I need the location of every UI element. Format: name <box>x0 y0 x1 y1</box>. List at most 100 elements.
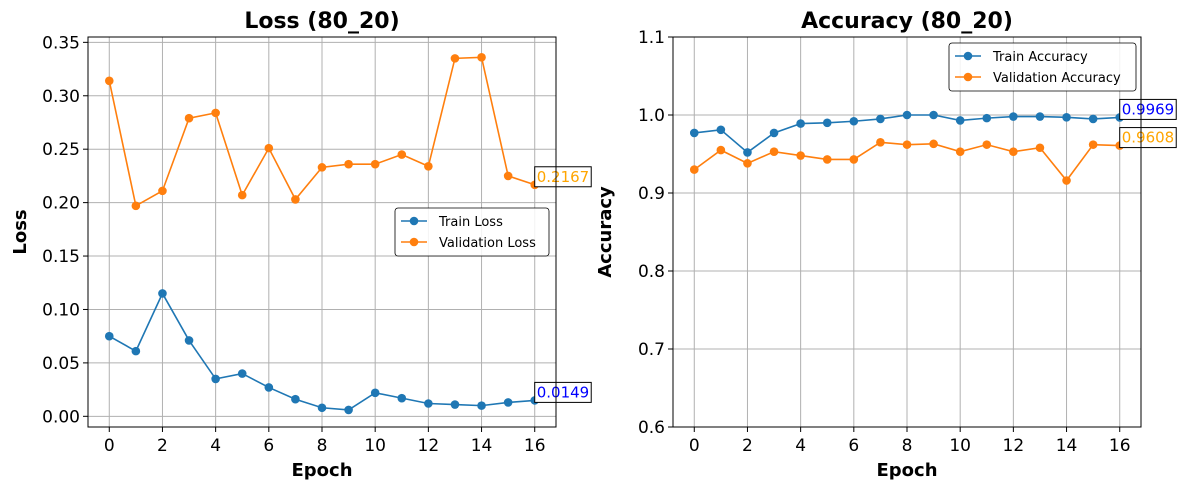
data-point <box>822 155 832 164</box>
y-tick-label: 1.1 <box>638 28 665 48</box>
data-point <box>929 139 938 149</box>
chart-title: Accuracy (80_20) <box>801 9 1013 34</box>
x-tick-label: 6 <box>848 436 859 456</box>
data-point <box>450 54 460 63</box>
y-tick-label: 0.7 <box>638 340 665 360</box>
data-point <box>796 151 805 160</box>
legend-swatch-marker <box>409 237 419 247</box>
y-tick-label: 0.25 <box>42 140 80 160</box>
x-tick-label: 0 <box>104 436 115 456</box>
data-point <box>158 186 167 196</box>
data-point <box>1062 176 1071 185</box>
data-point <box>982 140 992 149</box>
data-point <box>769 147 779 156</box>
data-point <box>264 143 274 153</box>
x-tick-label: 4 <box>210 436 221 456</box>
data-point <box>477 53 486 62</box>
y-tick-label: 0.20 <box>42 194 80 214</box>
legend-frame <box>394 207 550 257</box>
legend-label: Train Loss <box>438 215 503 230</box>
data-point <box>291 195 300 204</box>
data-point <box>104 76 114 86</box>
data-point <box>716 125 726 135</box>
x-tick-label: 10 <box>364 436 386 456</box>
x-axis-label: Epoch <box>876 460 937 481</box>
legend-label: Validation Loss <box>439 236 536 251</box>
x-tick-label: 6 <box>263 436 274 456</box>
data-point <box>237 369 247 378</box>
data-point <box>876 114 885 124</box>
data-point <box>397 393 407 403</box>
y-tick-label: 0.35 <box>42 33 80 53</box>
axes-frame <box>87 36 557 428</box>
data-point <box>1088 114 1098 124</box>
data-point <box>344 159 353 169</box>
x-tick-label: 8 <box>902 436 913 456</box>
data-point <box>1062 113 1071 122</box>
y-tick-label: 0.15 <box>42 247 80 267</box>
annotation-box <box>1119 127 1177 149</box>
data-point <box>291 394 300 404</box>
data-point <box>769 128 779 138</box>
data-point <box>211 108 220 118</box>
data-point <box>955 116 965 125</box>
legend-frame <box>948 42 1137 92</box>
data-point <box>237 190 247 200</box>
y-tick-label: 0.00 <box>42 407 80 427</box>
legend: Train Accuracy Validation Accuracy <box>948 42 1137 92</box>
data-point <box>1009 147 1018 156</box>
data-point <box>131 346 141 356</box>
value-annotation: 0.9969 <box>1119 98 1177 120</box>
data-point <box>131 201 141 211</box>
data-point <box>1009 112 1018 121</box>
data-point <box>397 150 407 159</box>
data-point <box>849 116 859 126</box>
data-point <box>689 128 699 138</box>
y-axis-label: Loss <box>10 209 31 254</box>
data-point <box>424 399 433 408</box>
legend-swatch-marker <box>409 216 419 226</box>
data-point <box>849 155 859 164</box>
data-point <box>503 171 513 181</box>
data-point <box>158 289 167 298</box>
annotation-text: 0.2167 <box>537 168 590 186</box>
data-point <box>184 336 194 345</box>
data-point <box>104 331 114 341</box>
x-tick-label: 8 <box>317 436 328 456</box>
data-point <box>929 110 938 120</box>
data-point <box>955 147 965 156</box>
data-point <box>822 118 832 128</box>
x-tick-label: 14 <box>471 436 493 456</box>
data-point <box>716 145 726 155</box>
value-annotation: 0.9608 <box>1119 127 1177 149</box>
x-tick-label: 0 <box>689 436 700 456</box>
legend: Train Loss Validation Loss <box>394 207 550 257</box>
data-point <box>902 140 912 149</box>
data-point <box>503 398 513 407</box>
value-annotation: 0.2167 <box>534 166 592 188</box>
y-tick-label: 0.10 <box>42 300 80 320</box>
data-point <box>1035 112 1045 121</box>
legend-label: Train Accuracy <box>992 50 1088 65</box>
x-tick-label: 16 <box>1109 436 1131 456</box>
y-tick-label: 0.9 <box>638 184 665 204</box>
annotation-text: 0.9969 <box>1122 100 1175 118</box>
x-tick-label: 12 <box>418 436 440 456</box>
accuracy-chart: 0 2 4 6 8 10 12 14 16 0.6 0.7 0.8 0.9 1.0 1.1 0.9969 0.9… <box>595 9 1177 481</box>
loss-chart: 0 2 4 6 8 10 12 14 16 0.00 0.05 0.10 0.15 0.20 0.25 0.3… <box>10 9 592 481</box>
legend-swatch-marker <box>963 72 973 82</box>
x-tick-label: 12 <box>1003 436 1025 456</box>
legend-label: Validation Accuracy <box>993 71 1121 86</box>
y-tick-label: 0.30 <box>42 87 80 107</box>
annotation-box <box>534 166 592 188</box>
legend-swatch-marker <box>963 51 973 61</box>
data-point <box>743 159 752 168</box>
data-point <box>370 159 380 169</box>
data-point <box>424 161 433 171</box>
x-tick-label: 4 <box>795 436 806 456</box>
data-point <box>450 400 460 409</box>
x-tick-label: 2 <box>742 436 753 456</box>
x-tick-label: 2 <box>157 436 168 456</box>
y-tick-label: 0.8 <box>638 262 665 282</box>
